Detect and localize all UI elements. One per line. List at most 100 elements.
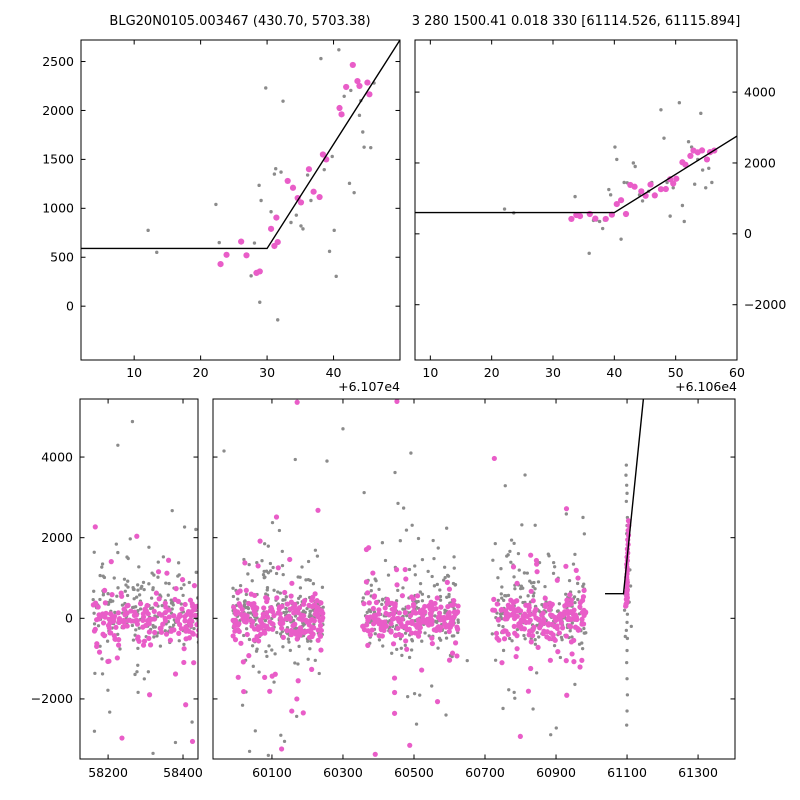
data-point-gray	[420, 557, 425, 562]
data-point-pink	[238, 238, 245, 245]
data-point-pink	[135, 636, 141, 642]
data-point-gray	[369, 583, 373, 587]
top_left-frame	[80, 39, 401, 361]
data-point-pink	[554, 623, 560, 629]
data-point-pink	[217, 261, 224, 268]
data-point-gray	[100, 565, 104, 569]
data-point-pink	[364, 622, 370, 628]
data-point-gray	[393, 470, 397, 475]
data-point-gray	[509, 560, 513, 564]
data-point-pink	[343, 83, 350, 91]
data-point-gray	[509, 538, 514, 542]
data-point-gray	[512, 541, 516, 546]
data-point-gray	[257, 183, 261, 188]
data-point-gray	[337, 48, 341, 52]
data-point-gray	[615, 157, 619, 162]
data-point-gray	[662, 136, 666, 140]
data-point-pink	[625, 518, 632, 524]
bottom-right-panel-xtick-label: 61300	[678, 765, 718, 780]
data-point-pink	[372, 751, 378, 757]
data-point-pink	[124, 603, 130, 609]
data-point-gray	[381, 644, 385, 648]
bottom-left-panel-frame	[79, 398, 199, 760]
data-point-gray	[357, 113, 362, 118]
data-point-gray	[275, 630, 279, 635]
data-point-pink	[453, 611, 459, 617]
data-point-gray	[523, 473, 527, 477]
data-point-gray	[510, 639, 514, 643]
data-point-gray	[136, 646, 140, 650]
data-point-gray	[420, 592, 425, 596]
data-point-gray	[668, 214, 672, 218]
data-point-pink	[134, 533, 140, 539]
data-point-pink	[557, 611, 564, 617]
data-point-pink	[238, 640, 244, 646]
data-point-gray	[332, 228, 336, 233]
data-point-gray	[287, 640, 291, 644]
data-point-gray	[432, 556, 436, 561]
data-point-gray	[625, 677, 629, 681]
data-point-pink	[528, 588, 534, 594]
data-point-pink	[446, 657, 453, 663]
data-point-gray	[436, 646, 440, 650]
data-point-gray	[406, 695, 410, 699]
data-point-gray	[308, 612, 312, 616]
data-point-pink	[541, 616, 547, 623]
data-point-gray	[625, 612, 630, 616]
data-point-pink	[263, 594, 269, 601]
data-point-gray	[136, 663, 140, 667]
data-point-gray	[124, 583, 128, 587]
data-point-pink	[276, 606, 282, 612]
data-point-gray	[568, 629, 572, 633]
data-point-pink	[277, 611, 283, 617]
data-point-gray	[629, 624, 633, 629]
data-point-pink	[365, 642, 371, 648]
data-point-pink	[124, 623, 130, 629]
data-point-pink	[108, 630, 114, 636]
top_left-ytick-label: 500	[50, 250, 74, 265]
data-point-gray	[465, 658, 469, 663]
data-point-pink	[292, 601, 298, 607]
data-point-gray	[141, 580, 146, 585]
bottom-right-panel-xtick-label: 60100	[252, 765, 292, 780]
data-point-gray	[692, 182, 697, 186]
data-point-pink	[288, 593, 294, 599]
data-point-pink	[391, 710, 398, 716]
data-point-gray	[246, 572, 250, 576]
data-point-pink	[420, 613, 426, 619]
data-point-gray	[279, 733, 283, 737]
data-point-pink	[363, 579, 370, 585]
data-point-gray	[501, 624, 505, 629]
data-point-pink	[186, 635, 192, 641]
data-point-gray	[407, 655, 412, 660]
data-point-gray	[268, 561, 273, 566]
data-point-gray	[380, 597, 385, 601]
model-line	[605, 399, 645, 595]
data-point-pink	[294, 696, 300, 702]
data-point-pink	[267, 225, 275, 232]
data-point-pink	[274, 238, 281, 246]
data-point-gray	[247, 749, 252, 753]
data-point-gray	[130, 623, 135, 628]
data-point-gray	[286, 637, 291, 641]
data-point-gray	[106, 592, 110, 596]
data-point-pink	[183, 702, 189, 708]
data-point-gray	[418, 590, 422, 594]
data-point-pink	[379, 633, 385, 639]
data-point-pink	[106, 625, 112, 631]
data-point-pink	[553, 617, 559, 623]
data-point-gray	[533, 638, 537, 642]
data-point-gray	[520, 523, 524, 527]
data-point-pink	[268, 605, 274, 611]
data-point-pink	[309, 666, 315, 672]
data-point-gray	[367, 608, 371, 612]
data-point-pink	[539, 612, 545, 618]
data-point-gray	[452, 566, 456, 570]
data-point-pink	[563, 658, 569, 664]
data-point-pink	[499, 660, 505, 666]
data-point-pink	[124, 610, 130, 616]
data-point-gray	[264, 649, 268, 654]
data-point-gray	[137, 565, 141, 569]
data-point-gray	[242, 602, 247, 607]
clip-tl-group	[81, 40, 400, 322]
